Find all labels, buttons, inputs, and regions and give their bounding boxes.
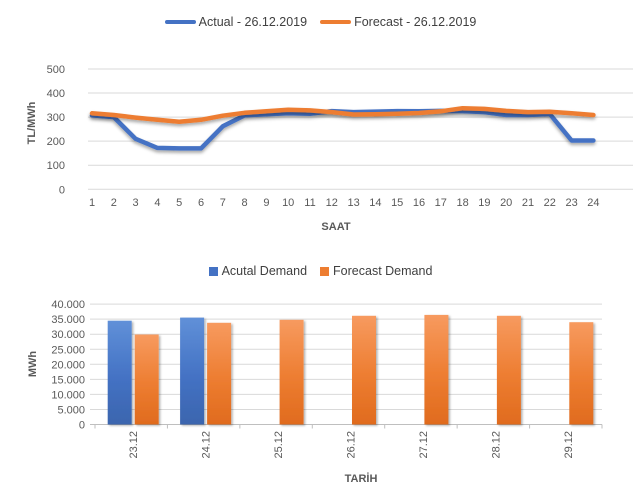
x-tick-label: 1 <box>89 197 95 209</box>
x-tick-label: 19 <box>478 197 490 209</box>
line-chart-legend: Actual - 26.12.2019 Forecast - 26.12.201… <box>0 15 641 29</box>
y-tick-label: 15.000 <box>51 374 85 386</box>
bar-forecast-28.12 <box>496 315 521 425</box>
legend-item-actual-demand[interactable]: Acutal Demand <box>208 264 308 278</box>
x-tick-label: 16 <box>413 197 425 209</box>
y-tick-label: 10.000 <box>51 389 85 401</box>
x-tick-label: 17 <box>435 197 447 209</box>
y-tick-label: 40.000 <box>51 299 85 311</box>
bar-forecast-23.12 <box>134 334 159 425</box>
y-axis-title: MWh <box>27 351 39 378</box>
x-tick-label: 2 <box>111 197 117 209</box>
x-axis-title: TARİH <box>345 472 378 485</box>
x-tick-label: 27.12 <box>418 431 430 459</box>
x-tick-label: 29.12 <box>563 431 575 459</box>
line-series-1 <box>89 105 596 124</box>
legend-item-actual-price[interactable]: Actual - 26.12.2019 <box>164 15 308 29</box>
bar-chart-legend: Acutal Demand Forecast Demand <box>0 264 641 278</box>
bar-forecast-24.12 <box>207 322 232 425</box>
legend-label: Actual - 26.12.2019 <box>198 15 308 29</box>
x-axis-title: SAAT <box>321 221 350 233</box>
bar-actual-23.12 <box>107 320 132 425</box>
x-tick-label: 12 <box>326 197 338 209</box>
y-tick-label: 500 <box>47 64 65 76</box>
actual-line-swatch <box>164 19 196 25</box>
demand-bar-chart: 0 5.000 10.000 15.000 20.000 25.000 30.000 35.0… <box>27 299 603 485</box>
y-tick-label: 0 <box>79 420 85 432</box>
x-tick-label: 10 <box>282 197 294 209</box>
x-tick-label: 25.12 <box>273 431 285 459</box>
bar-forecast-29.12 <box>569 322 594 425</box>
legend-label: Forecast Demand <box>333 264 433 278</box>
y-tick-label: 30.000 <box>51 329 85 341</box>
x-tick-label: 23 <box>565 197 577 209</box>
y-tick-label: 0 <box>59 184 65 196</box>
y-tick-label: 100 <box>47 160 65 172</box>
x-tick-label: 6 <box>198 197 204 209</box>
y-tick-label: 400 <box>47 88 65 100</box>
bar-forecast-27.12 <box>424 314 449 425</box>
x-tick-label: 11 <box>304 197 315 209</box>
x-tick-label: 22 <box>544 197 556 209</box>
x-tick-label: 14 <box>369 197 381 209</box>
y-tick-label: 20.000 <box>51 359 85 371</box>
x-tick-label: 23.12 <box>128 431 140 459</box>
legend-item-forecast-price[interactable]: Forecast - 26.12.2019 <box>320 15 476 29</box>
y-tick-label: 300 <box>47 112 65 124</box>
x-tick-label: 5 <box>176 197 182 209</box>
x-tick-label: 18 <box>456 197 468 209</box>
x-tick-label: 28.12 <box>490 431 502 459</box>
x-tick-label: 24 <box>587 197 599 209</box>
x-tick-label: 21 <box>522 197 534 209</box>
x-tick-label: 3 <box>133 197 139 209</box>
x-tick-label: 7 <box>220 197 226 209</box>
y-tick-label: 35.000 <box>51 314 85 326</box>
x-tick-label: 8 <box>242 197 248 209</box>
bar-forecast-26.12 <box>352 315 376 425</box>
legend-label: Acutal Demand <box>221 264 308 278</box>
forecast-demand-swatch <box>320 266 330 276</box>
legend-label: Forecast - 26.12.2019 <box>354 15 477 29</box>
x-tick-label: 24.12 <box>201 431 213 459</box>
actual-demand-swatch <box>208 266 218 276</box>
y-tick-label: 200 <box>47 136 65 148</box>
bar-forecast-25.12 <box>279 319 304 425</box>
legend-item-forecast-demand[interactable]: Forecast Demand <box>320 264 432 278</box>
x-tick-label: 4 <box>154 197 160 209</box>
y-axis-title: TL/MWh <box>26 101 38 144</box>
y-tick-label: 25.000 <box>51 344 85 356</box>
x-tick-label: 26.12 <box>346 431 358 459</box>
line-series-0 <box>89 108 596 151</box>
x-tick-label: 20 <box>500 197 512 209</box>
x-tick-label: 13 <box>347 197 359 209</box>
x-tick-label: 15 <box>391 197 403 209</box>
bar-actual-24.12 <box>180 317 205 425</box>
x-tick-label: 9 <box>263 197 269 209</box>
forecast-line-swatch <box>320 19 352 25</box>
y-tick-label: 5.000 <box>57 404 85 416</box>
